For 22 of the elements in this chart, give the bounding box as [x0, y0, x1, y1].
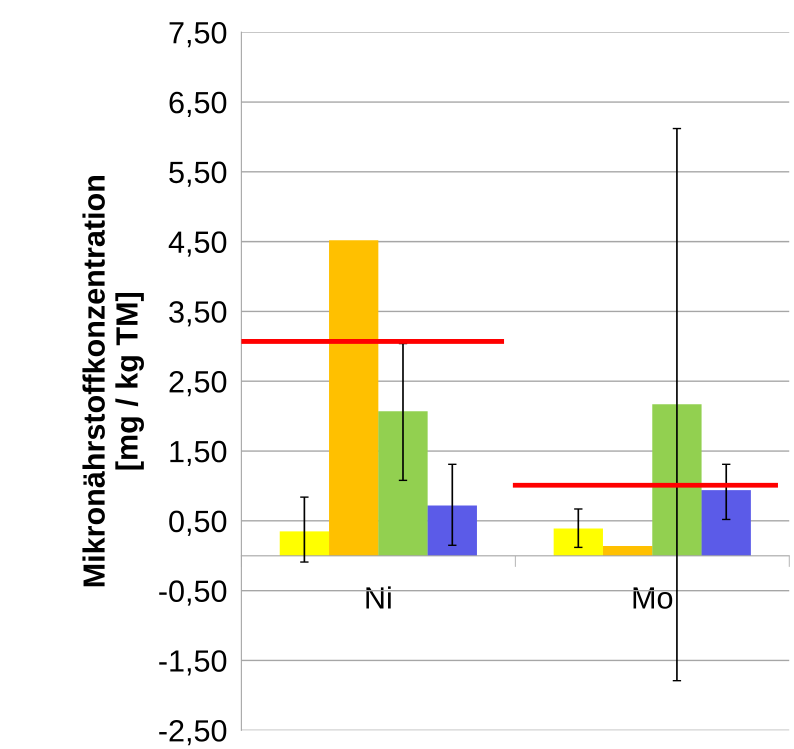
y-tick-label: 4,50 [168, 231, 226, 257]
y-tick-label: -2,50 [159, 720, 226, 746]
y-tick-label: 6,50 [170, 92, 226, 117]
x-tick-label: Ni [366, 586, 391, 608]
y-tick-label: 7,50 [170, 22, 226, 48]
bar [602, 546, 652, 556]
x-tick-label: Mo [634, 587, 672, 609]
y-axis-title: Mikronährstoffkonzentration [mg / kg TM] [82, 176, 144, 586]
bar [428, 505, 477, 556]
y-tick-label: -1,50 [159, 650, 226, 676]
bar [329, 240, 378, 556]
y-tick-label: -0,50 [159, 580, 226, 606]
y-tick-label: 0,50 [169, 510, 226, 536]
y-tick-label: 5,50 [169, 162, 226, 187]
y-tick-label: 2,50 [170, 370, 226, 396]
bar [652, 404, 702, 556]
y-tick-label: 3,50 [169, 301, 226, 326]
bar [280, 531, 330, 556]
bar [702, 490, 751, 556]
bar [554, 528, 603, 556]
bar [378, 411, 428, 556]
y-tick-label: 1,50 [170, 440, 226, 466]
